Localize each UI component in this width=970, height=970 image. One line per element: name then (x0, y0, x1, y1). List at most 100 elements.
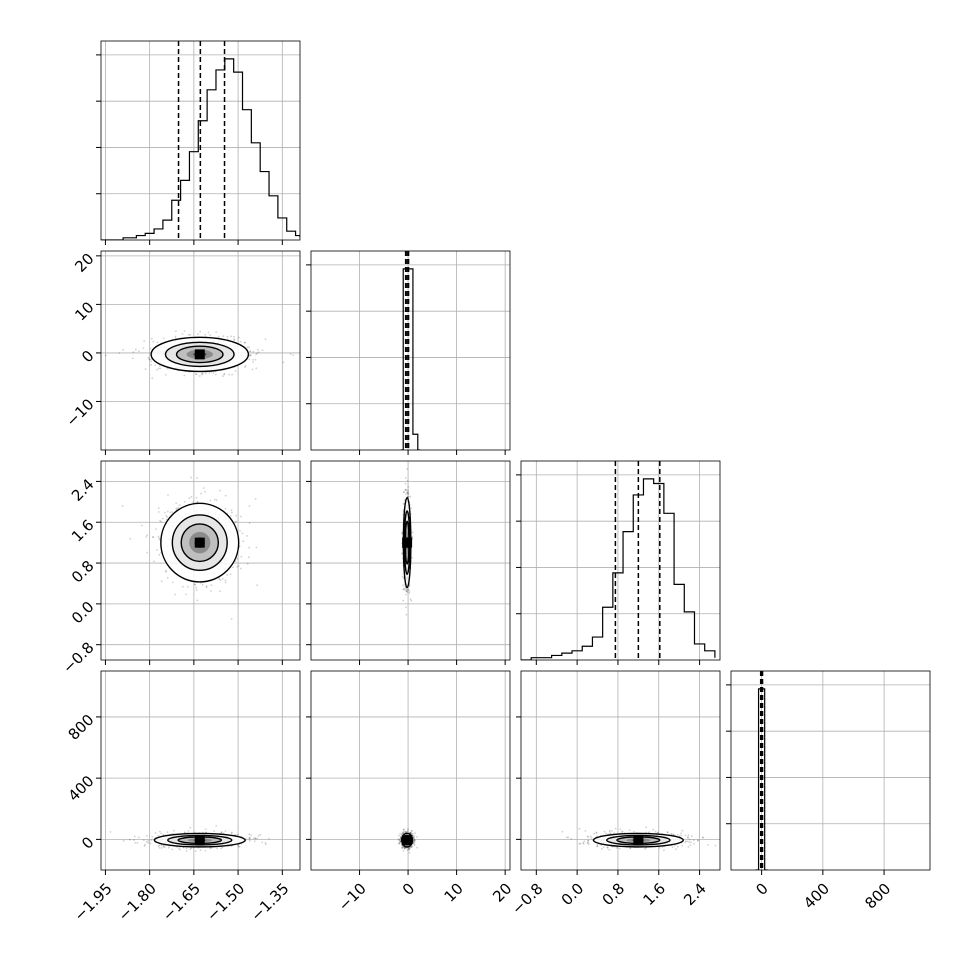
scatter-point (216, 847, 219, 850)
scatter-point (264, 842, 267, 844)
scatter-point (239, 530, 241, 532)
scatter-point (619, 828, 622, 831)
scatter-point (587, 841, 589, 844)
y-tick-label: 20 (71, 250, 97, 276)
scatter-point (676, 833, 679, 836)
scatter-point (205, 586, 208, 589)
scatter-point (408, 847, 411, 849)
scatter-point (159, 830, 161, 833)
scatter-point (158, 365, 161, 367)
y-tick-label: 400 (65, 772, 98, 805)
scatter-point (147, 839, 150, 842)
scatter-point (152, 340, 155, 343)
scatter-point (248, 836, 251, 839)
scatter-point (151, 835, 154, 838)
scatter-point (589, 835, 592, 838)
x-tick-label: 2.4 (680, 880, 710, 910)
scatter-point (399, 841, 402, 843)
scatter-point (401, 832, 404, 835)
scatter-point (200, 492, 203, 495)
scatter-point (595, 831, 598, 834)
panel-2-2 (516, 460, 721, 665)
y-tick-label: 1.6 (68, 516, 98, 546)
scatter-point (413, 836, 415, 839)
scatter-point (670, 833, 673, 835)
scatter-point (204, 333, 207, 336)
scatter-point (162, 844, 165, 847)
x-tick-label: −1.95 (70, 880, 115, 925)
scatter-point (189, 848, 192, 850)
scatter-point (254, 837, 257, 840)
x-tick-label: 400 (800, 880, 833, 913)
panel-1-0 (96, 250, 301, 455)
scatter-point (190, 847, 193, 850)
panel-content (121, 476, 259, 620)
scatter-point (158, 553, 161, 556)
scatter-point (407, 493, 410, 495)
scatter-point (675, 848, 677, 851)
scatter-point (408, 590, 411, 592)
scatter-point (401, 532, 404, 535)
scatter-point (160, 520, 163, 523)
scatter-point (154, 832, 157, 834)
scatter-point (412, 832, 414, 835)
scatter-point (406, 831, 408, 833)
scatter-point (166, 516, 169, 518)
scatter-point (403, 587, 406, 590)
scatter-point (188, 497, 191, 500)
scatter-point (616, 847, 618, 849)
scatter-point (257, 351, 260, 353)
scatter-point (165, 569, 168, 572)
scatter-point (240, 555, 243, 558)
scatter-point (246, 562, 249, 565)
scatter-point (254, 358, 257, 361)
scatter-point (109, 831, 112, 833)
scatter-point (410, 832, 413, 835)
scatter-point (406, 491, 408, 494)
scatter-point (603, 830, 606, 833)
scatter-point (143, 845, 146, 847)
scatter-point (401, 833, 403, 836)
scatter-point (158, 844, 161, 847)
density-peak (194, 537, 205, 548)
scatter-point (182, 585, 184, 588)
scatter-point (199, 849, 202, 852)
scatter-point (175, 507, 178, 510)
scatter-point (204, 828, 207, 830)
scatter-point (244, 366, 246, 368)
scatter-point (398, 838, 400, 840)
scatter-point (201, 584, 204, 586)
scatter-point (657, 831, 660, 834)
scatter-point (582, 842, 585, 845)
scatter-point (229, 573, 232, 576)
scatter-point (151, 377, 154, 380)
scatter-point (402, 491, 405, 494)
scatter-point (403, 828, 405, 831)
scatter-point (241, 532, 244, 535)
scatter-point (159, 519, 162, 522)
scatter-point (254, 837, 257, 840)
scatter-point (132, 351, 135, 354)
scatter-point (196, 599, 199, 602)
scatter-point (397, 838, 400, 841)
scatter-point (398, 842, 401, 845)
panel-frame (310, 460, 511, 661)
scatter-point (248, 839, 251, 842)
scatter-point (190, 476, 192, 479)
scatter-point (265, 843, 267, 846)
scatter-point (687, 837, 689, 839)
scatter-point (680, 832, 682, 835)
scatter-point (171, 848, 174, 851)
scatter-point (233, 338, 236, 341)
scatter-point (586, 842, 589, 844)
scatter-point (226, 574, 229, 576)
scatter-point (178, 504, 181, 506)
scatter-point (248, 546, 251, 549)
contour-line-2 (180, 523, 220, 563)
scatter-point (160, 832, 163, 835)
x-tick-label: −1.35 (247, 880, 292, 925)
scatter-point (406, 491, 409, 494)
panel-frame (310, 250, 511, 451)
scatter-point (244, 341, 246, 344)
